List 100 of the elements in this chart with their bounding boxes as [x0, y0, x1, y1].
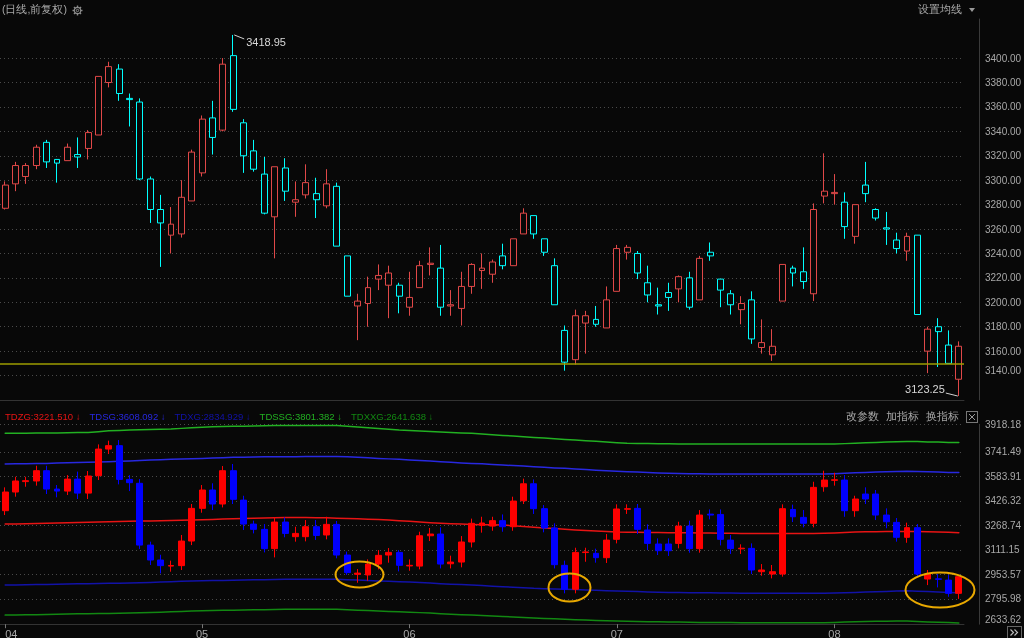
candlestick [178, 534, 185, 571]
candlestick [199, 114, 206, 178]
candlestick [707, 241, 714, 262]
candlestick [634, 503, 641, 535]
candlestick [64, 474, 71, 496]
candlestick [686, 271, 693, 311]
line-series [4, 516, 960, 535]
candlestick [779, 503, 786, 578]
candlestick [302, 163, 309, 200]
x-tick-label: 04 [5, 627, 18, 638]
y-tick-label: 3426.32 [985, 495, 1022, 507]
candlestick [209, 100, 216, 156]
candlestick [872, 207, 879, 221]
candlestick [779, 263, 786, 302]
candlestick [924, 569, 931, 586]
candlestick [271, 166, 278, 259]
candlestick [313, 519, 320, 541]
y-tick-label: 3280.00 [985, 199, 1022, 211]
candlestick [893, 517, 900, 543]
candlestick [924, 326, 931, 374]
candlestick [209, 482, 216, 511]
candlestick [582, 310, 589, 355]
candlestick [499, 243, 506, 270]
candlestick [323, 516, 330, 540]
x-tick-label: 07 [610, 627, 623, 638]
candlestick [821, 470, 828, 493]
candlestick [551, 522, 558, 569]
candlestick [655, 287, 662, 316]
candlestick [219, 465, 226, 508]
candlestick [468, 262, 475, 295]
candlestick [33, 465, 40, 487]
candlestick [2, 486, 9, 516]
candlestick [758, 563, 765, 577]
y-tick-label: 2633.62 [985, 613, 1022, 625]
x-tick-label: 05 [196, 627, 209, 638]
chart-title: (日线,前复权) [2, 3, 67, 17]
y-tick-label: 3300.00 [985, 174, 1022, 186]
candlestick [157, 554, 164, 574]
text: 换指标 [926, 410, 959, 424]
y-tick-label: 3380.00 [985, 77, 1022, 88]
candlestick [644, 265, 651, 303]
candlestick [748, 290, 755, 345]
y-tick-label: 2953.57 [985, 568, 1022, 580]
candlestick [675, 521, 682, 549]
candlestick [447, 289, 454, 317]
candlestick [593, 548, 599, 564]
candlestick [85, 129, 92, 160]
candlestick [282, 157, 289, 202]
candlestick [230, 463, 237, 505]
candlestick [468, 518, 475, 548]
candlestick [33, 144, 40, 170]
candlestick [427, 246, 434, 276]
candlestick [810, 202, 817, 302]
candlestick [935, 573, 942, 588]
candlestick [147, 176, 154, 224]
candlestick [313, 177, 320, 219]
candlestick [157, 194, 164, 268]
y-tick-label: 3140.00 [985, 365, 1022, 377]
candlestick [302, 519, 309, 542]
candlestick [624, 503, 631, 515]
candlestick [872, 489, 879, 521]
candlestick [323, 168, 330, 209]
candlestick [914, 234, 921, 316]
candlestick [479, 252, 485, 290]
candlestick [136, 97, 143, 181]
candlestick [665, 537, 672, 557]
candlestick [365, 276, 371, 328]
annotation: 3123.25 [905, 383, 945, 396]
candlestick [344, 255, 351, 297]
candlestick [893, 232, 900, 254]
candlestick [551, 257, 558, 306]
candlestick [168, 206, 174, 254]
candlestick [489, 516, 496, 532]
candlestick [230, 34, 237, 113]
candlestick [561, 560, 568, 594]
candlestick [955, 340, 962, 397]
candlestick [333, 520, 340, 559]
candlestick [841, 474, 848, 518]
y-tick-label: 3240.00 [985, 247, 1022, 259]
y-tick-label: 3260.00 [985, 223, 1022, 235]
candlestick [240, 495, 247, 531]
candlestick [582, 547, 589, 563]
candlestick [292, 526, 299, 543]
candlestick [790, 265, 796, 287]
candlestick [261, 523, 268, 553]
candlestick [458, 535, 465, 568]
candlestick [74, 471, 81, 500]
candlestick [634, 250, 641, 280]
candlestick [250, 139, 257, 173]
y-tick-label: 3918.18 [985, 418, 1022, 430]
candlestick [375, 263, 382, 291]
candlestick [914, 523, 921, 578]
candlestick [831, 472, 838, 487]
candlestick [271, 516, 278, 558]
candlestick [644, 523, 651, 551]
candlestick [769, 328, 776, 362]
y-tick-label: 3340.00 [985, 125, 1022, 137]
candlestick [738, 295, 745, 325]
candlestick [282, 516, 289, 538]
candlestick [479, 516, 485, 534]
